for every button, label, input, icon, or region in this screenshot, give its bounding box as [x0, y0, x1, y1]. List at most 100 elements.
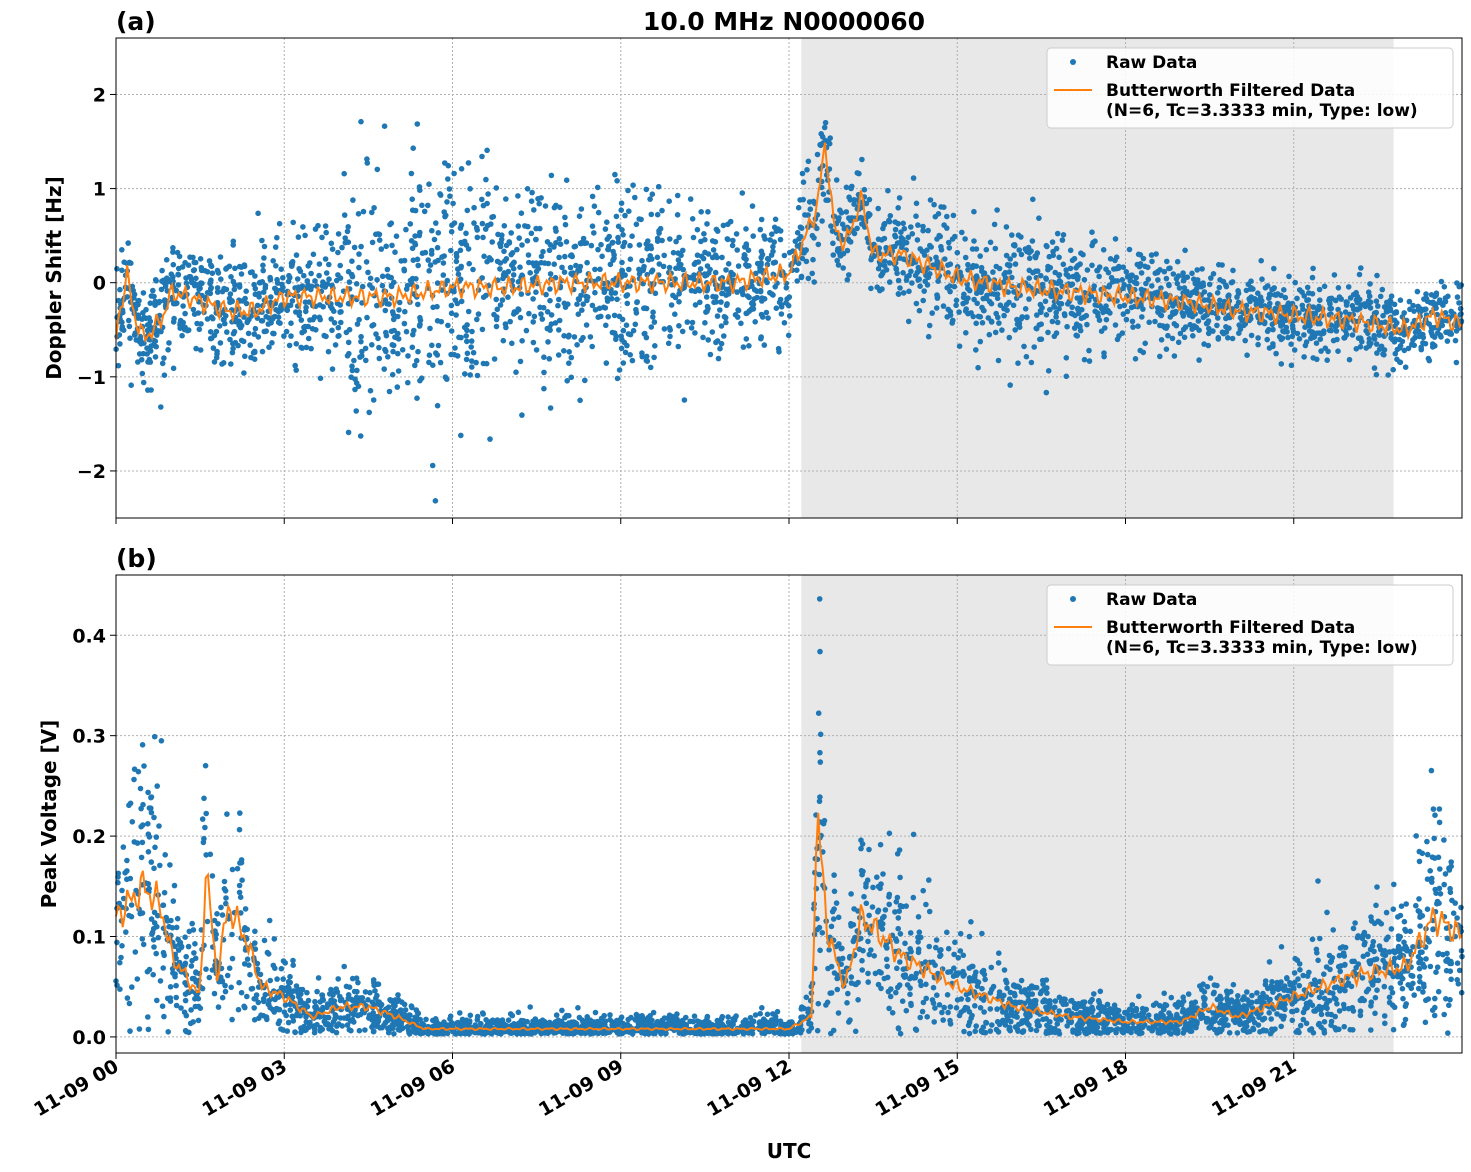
raw-data-point: [1372, 994, 1379, 1001]
raw-data-point: [619, 267, 626, 274]
raw-data-point: [1206, 292, 1213, 298]
raw-data-point: [1053, 309, 1059, 316]
raw-data-point: [1236, 322, 1242, 328]
raw-data-point: [241, 262, 248, 268]
raw-data-point: [1081, 276, 1088, 283]
raw-data-point: [1452, 337, 1459, 344]
raw-data-point: [1223, 315, 1229, 322]
raw-data-point: [252, 273, 258, 279]
raw-data-point: [965, 1022, 972, 1029]
raw-data-point: [969, 246, 976, 252]
raw-data-point: [1067, 265, 1074, 272]
raw-data-point: [930, 262, 936, 268]
raw-data-point: [886, 891, 893, 898]
raw-data-point: [308, 345, 314, 352]
raw-data-point: [159, 360, 166, 367]
raw-data-point: [485, 191, 491, 197]
raw-data-point: [721, 333, 727, 339]
y-axis-label: Doppler Shift [Hz]: [42, 176, 66, 380]
raw-data-point: [1445, 293, 1451, 300]
raw-data-point: [470, 266, 476, 273]
raw-data-point: [138, 854, 145, 861]
raw-data-point: [566, 360, 572, 367]
raw-data-point: [497, 266, 503, 272]
raw-data-point: [139, 370, 146, 377]
raw-data-point: [1163, 346, 1170, 353]
raw-data-point: [979, 304, 985, 311]
raw-data-point: [430, 304, 436, 311]
raw-data-point: [474, 316, 480, 323]
raw-data-point: [1432, 343, 1438, 349]
raw-data-point: [510, 260, 516, 267]
raw-data-point: [1189, 326, 1195, 333]
raw-data-point: [900, 270, 906, 276]
raw-data-point: [1089, 229, 1095, 235]
raw-data-point: [1291, 347, 1298, 353]
raw-data-point: [817, 794, 823, 800]
raw-data-point: [592, 266, 598, 273]
raw-data-point: [396, 299, 403, 306]
raw-data-point: [676, 299, 682, 305]
raw-data-point: [1402, 364, 1409, 371]
raw-data-point: [389, 309, 396, 315]
raw-data-point: [444, 376, 450, 383]
raw-data-point: [480, 234, 486, 241]
raw-data-point: [1288, 362, 1295, 369]
raw-data-point: [1257, 294, 1264, 301]
raw-data-point: [821, 124, 828, 131]
raw-data-point: [470, 349, 477, 356]
raw-data-point: [1133, 274, 1139, 281]
raw-data-point: [723, 267, 729, 273]
raw-data-point: [1129, 318, 1136, 325]
raw-data-point: [633, 306, 639, 313]
raw-data-point: [423, 1016, 429, 1023]
raw-data-point: [618, 207, 624, 213]
raw-data-point: [342, 239, 349, 246]
raw-data-point: [913, 300, 920, 307]
raw-data-point: [292, 362, 299, 369]
raw-data-point: [612, 171, 618, 178]
raw-data-point: [975, 364, 981, 371]
raw-data-point: [144, 345, 150, 352]
raw-data-point: [1371, 332, 1377, 339]
raw-data-point: [391, 279, 397, 286]
raw-data-point: [579, 307, 585, 314]
raw-data-point: [1454, 294, 1461, 300]
raw-data-point: [636, 266, 642, 273]
raw-data-point: [1139, 291, 1145, 297]
raw-data-point: [1272, 1026, 1278, 1032]
raw-data-point: [464, 207, 471, 214]
raw-data-point: [174, 915, 181, 922]
raw-data-point: [273, 263, 279, 269]
raw-data-point: [556, 327, 562, 333]
raw-data-point: [121, 259, 127, 266]
raw-data-point: [370, 397, 377, 403]
raw-data-point: [433, 350, 439, 356]
raw-data-point: [425, 257, 432, 263]
raw-data-point: [721, 313, 728, 320]
raw-data-point: [957, 948, 964, 954]
raw-data-point: [151, 865, 157, 872]
raw-data-point: [548, 312, 555, 318]
raw-data-point: [776, 299, 783, 306]
raw-data-point: [608, 290, 615, 297]
raw-data-point: [134, 976, 141, 982]
raw-data-point: [415, 348, 421, 355]
raw-data-point: [1235, 993, 1241, 999]
raw-data-point: [170, 898, 177, 904]
raw-data-point: [1397, 933, 1403, 940]
raw-data-point: [1046, 253, 1053, 260]
raw-data-point: [719, 290, 725, 297]
raw-data-point: [465, 308, 472, 315]
raw-data-point: [595, 246, 601, 253]
raw-data-point: [527, 270, 533, 276]
raw-data-point: [365, 269, 371, 276]
raw-data-point: [835, 217, 842, 224]
raw-data-point: [577, 397, 583, 404]
raw-data-point: [1422, 1019, 1429, 1026]
raw-data-point: [614, 178, 620, 184]
raw-data-point: [1169, 335, 1176, 342]
raw-data-point: [242, 353, 248, 360]
raw-data-point: [1264, 328, 1271, 335]
raw-data-point: [877, 841, 884, 848]
